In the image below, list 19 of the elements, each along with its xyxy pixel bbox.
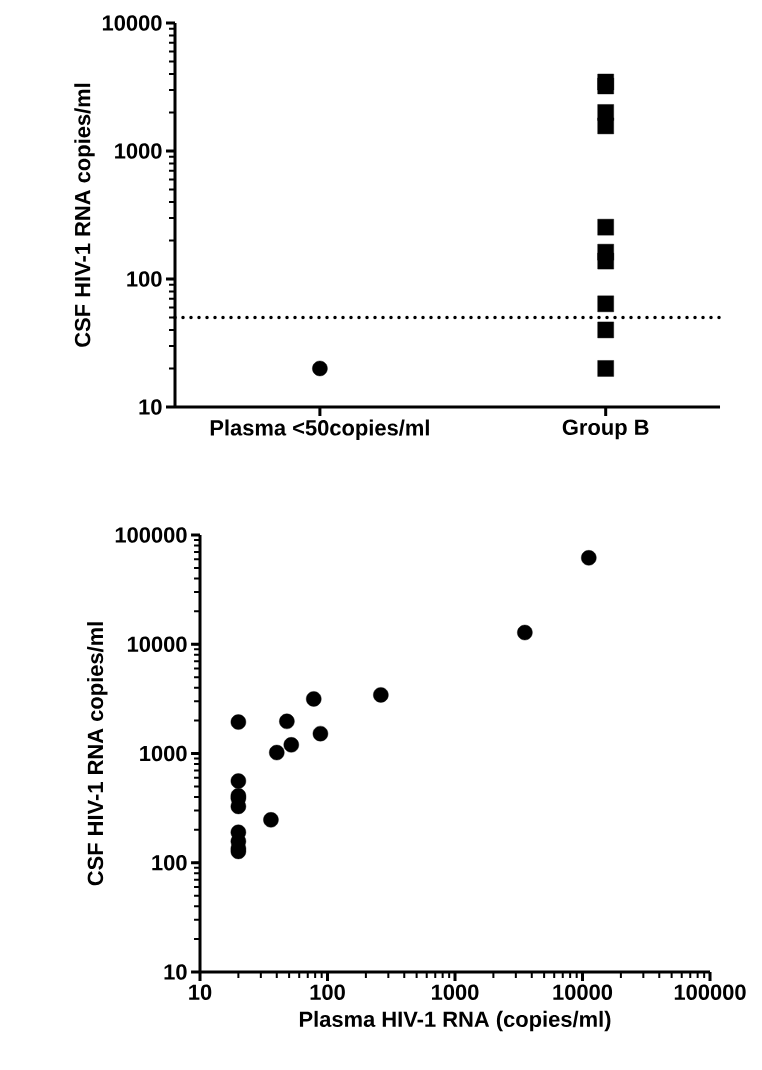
x-tick-label: 1000 xyxy=(432,984,479,1000)
y-axis-title: CSF HIV-1 RNA copies/ml xyxy=(87,622,108,886)
y-tick-label: 1000 xyxy=(115,143,162,159)
y-tick-label: 100 xyxy=(152,854,187,871)
y-tick-label: 10 xyxy=(164,964,187,980)
x-tick-label: 100000 xyxy=(674,984,746,1000)
y-tick-label: 1000 xyxy=(140,745,187,762)
y-axis-title: CSF HIV-1 RNA copies/ml xyxy=(74,83,95,347)
x-tick-label: 10000 xyxy=(553,984,613,1000)
y-tick-label: 10 xyxy=(139,399,162,415)
y-tick-label: 100000 xyxy=(115,527,187,543)
y-tick-label: 10000 xyxy=(102,15,162,31)
y-tick-label: 100 xyxy=(127,271,162,287)
x-tick-label: 100 xyxy=(310,984,345,1000)
y-tick-label: 10000 xyxy=(127,636,187,653)
x-axis-title: Plasma HIV-1 RNA (copies/ml) xyxy=(299,1010,611,1032)
x-tick-label: Group B xyxy=(562,419,649,440)
x-tick-label: 10 xyxy=(189,984,212,1000)
x-tick-label: Plasma <50copies/ml xyxy=(210,419,429,440)
